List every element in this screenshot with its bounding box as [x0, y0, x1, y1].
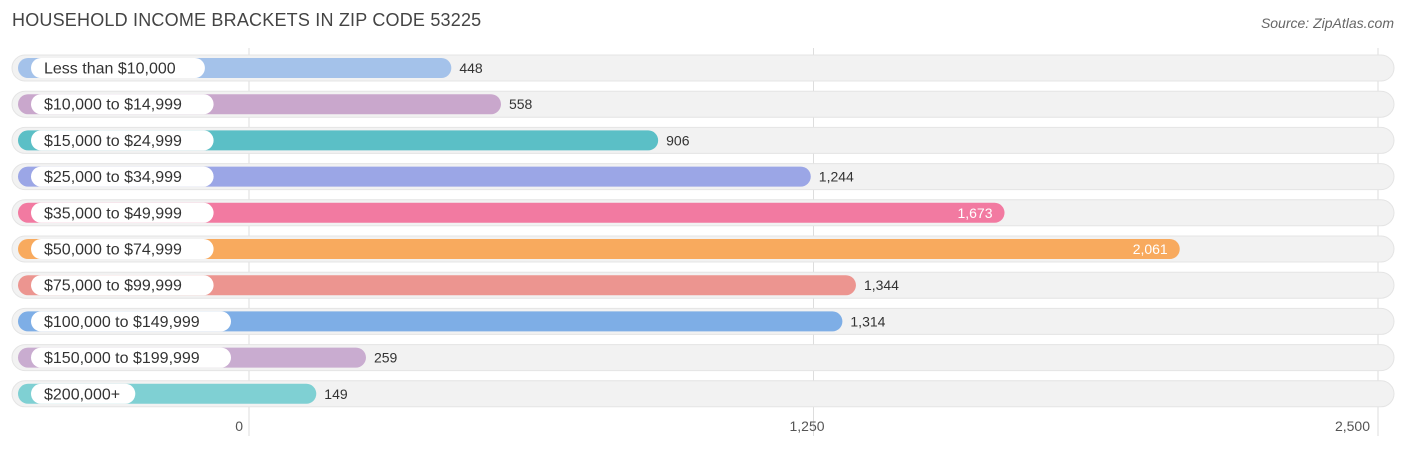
category-pill	[31, 275, 214, 296]
bar	[18, 202, 1005, 223]
bar	[18, 166, 811, 187]
bar-row: Less than $10,000 448	[11, 54, 1395, 82]
bar-row: $25,000 to $34,999 1,244	[11, 163, 1395, 191]
x-tick-label: 0	[235, 418, 243, 434]
bar-row: $75,000 to $99,999 1,344	[11, 271, 1395, 299]
bar-track	[11, 380, 1395, 408]
value-label: 2,061	[1133, 241, 1168, 257]
category-pill	[31, 166, 214, 187]
chart-title: HOUSEHOLD INCOME BRACKETS IN ZIP CODE 53…	[12, 10, 482, 30]
category-pill	[31, 130, 214, 151]
category-pill	[31, 202, 214, 223]
value-label: 1,244	[819, 169, 854, 185]
bar-row: $200,000+ 149	[11, 380, 1395, 408]
bar	[18, 239, 1180, 259]
category-label: $10,000 to $14,999	[44, 97, 182, 114]
bar-row: $10,000 to $14,999 558	[11, 90, 1395, 118]
value-label: 558	[509, 96, 533, 112]
category-label: $200,000+	[44, 386, 120, 403]
category-label: $150,000 to $199,999	[44, 350, 200, 367]
category-pill	[31, 311, 231, 332]
x-tick-label: 1,250	[790, 418, 825, 434]
category-pill	[31, 347, 231, 368]
category-label: $15,000 to $24,999	[44, 133, 182, 150]
value-label: 259	[374, 350, 398, 366]
category-label: $100,000 to $149,999	[44, 314, 200, 331]
bar	[18, 275, 856, 296]
value-label: 1,314	[850, 313, 885, 329]
bar-row: $35,000 to $49,999 1,673	[11, 199, 1395, 227]
source-note: Source: ZipAtlas.com	[1260, 15, 1394, 31]
x-tick-label: 2,500	[1335, 418, 1370, 434]
value-label: 906	[666, 132, 690, 148]
value-label: 149	[324, 386, 348, 402]
category-pill	[31, 58, 205, 78]
x-axis-ticks: 0 1,250 2,500	[235, 418, 1370, 434]
bar-row: $100,000 to $149,999 1,314	[11, 307, 1395, 335]
category-label: $25,000 to $34,999	[44, 169, 182, 186]
bar-row: $15,000 to $24,999 906	[11, 126, 1395, 154]
category-pill	[31, 94, 214, 115]
bar-row: $150,000 to $199,999 259	[11, 344, 1395, 372]
bar-row: $50,000 to $74,999 2,061	[11, 235, 1395, 263]
category-label: $50,000 to $74,999	[44, 242, 182, 259]
category-pill	[31, 383, 136, 404]
category-label: $35,000 to $49,999	[44, 205, 182, 222]
bar-rows: Less than $10,000 448 $10,000 to $14,999 55…	[11, 54, 1395, 408]
category-pill	[31, 239, 214, 259]
value-label: 448	[459, 60, 483, 76]
category-label: Less than $10,000	[44, 61, 176, 78]
value-label: 1,673	[957, 205, 992, 221]
category-label: $75,000 to $99,999	[44, 278, 182, 295]
value-label: 1,344	[864, 277, 899, 293]
